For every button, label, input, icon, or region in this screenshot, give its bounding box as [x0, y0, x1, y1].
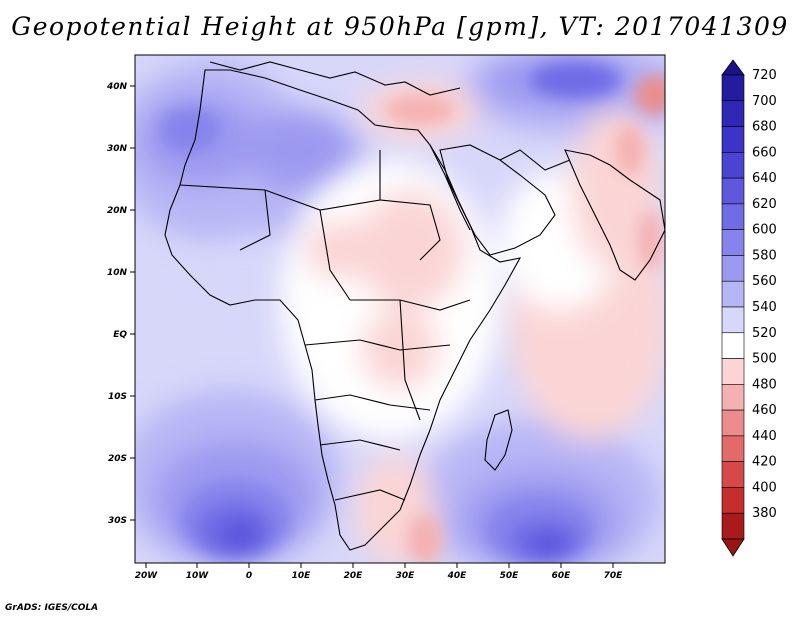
height-field: [135, 55, 665, 563]
colorbar-box: [721, 461, 745, 488]
colorbar-label: 380: [752, 506, 777, 521]
colorbar-box: [721, 74, 745, 102]
chart-title: Geopotential Height at 950hPa [gpm], VT:…: [11, 12, 789, 41]
colorbar-label: 620: [752, 197, 777, 212]
colorbar-labels: 720 700 680 660 640 620 600 580 560 540 520 500 480 4…: [752, 68, 777, 521]
lon-tick-label: 20E: [344, 571, 364, 581]
colorbar-box: [721, 435, 745, 462]
lon-tick-label: 10W: [186, 571, 210, 581]
colorbar-label: 400: [752, 480, 777, 495]
lon-tick-label: 40E: [447, 571, 468, 581]
colorbar-box: [721, 512, 745, 540]
lat-tick-label: 10S: [108, 392, 127, 402]
colorbar-label: 480: [752, 377, 777, 392]
lon-tick-label: 70E: [604, 571, 624, 581]
colorbar-label: 540: [752, 300, 777, 315]
colorbar-label: 560: [752, 274, 777, 289]
lat-tick-label: 10N: [107, 268, 128, 278]
colorbar-box: [721, 126, 745, 153]
colorbar: 720 700 680 660 640 620 600 580 560 540 520 500 480 4…: [721, 59, 777, 557]
colorbar-box: [721, 487, 745, 514]
colorbar-label: 700: [752, 94, 777, 109]
colorbar-box: [721, 152, 745, 179]
colorbar-label: 660: [752, 145, 777, 160]
lat-tick-label: 20S: [108, 454, 127, 464]
colorbar-label: 640: [752, 171, 777, 186]
colorbar-box: [721, 306, 745, 334]
lon-tick-label: 0: [246, 571, 252, 581]
footer-credit: GrADS: IGES/COLA: [5, 603, 99, 613]
colorbar-box: [721, 332, 745, 359]
lat-tick-label: 30S: [108, 516, 127, 526]
colorbar-label: 420: [752, 455, 777, 470]
lon-tick-label: 10E: [292, 571, 312, 581]
colorbar-label: 460: [752, 403, 777, 418]
colorbar-box: [721, 203, 745, 230]
colorbar-label: 580: [752, 248, 777, 263]
lat-tick-label: 20N: [107, 206, 128, 216]
colorbar-box: [721, 177, 745, 205]
colorbar-box: [721, 384, 745, 411]
colorbar-bottom-arrow: [721, 538, 745, 557]
lon-tick-label: 30E: [396, 571, 416, 581]
coastlines: [164, 61, 665, 551]
colorbar-top-arrow: [721, 59, 745, 76]
colorbar-box: [721, 255, 745, 282]
lon-tick-label: 60E: [552, 571, 572, 581]
colorbar-label: 720: [752, 68, 777, 83]
colorbar-box: [721, 229, 745, 256]
lat-tick-label: 40N: [106, 82, 128, 92]
colorbar-label: 600: [752, 223, 777, 238]
colorbar-label: 680: [752, 120, 777, 135]
colorbar-label: 440: [752, 429, 777, 444]
lon-tick-label: 20W: [135, 571, 159, 581]
lat-tick-label: 30N: [107, 144, 128, 154]
colorbar-label: 520: [752, 326, 777, 341]
colorbar-box: [721, 409, 745, 437]
lon-axis: 20W 10W 0 10E 20E 30E 40E 50E 60E 70E: [135, 563, 623, 581]
colorbar-box: [721, 100, 745, 127]
map-frame: [134, 54, 666, 564]
lat-axis: 40N 30N 20N 10N EQ 10S 20S 30S: [106, 82, 135, 526]
colorbar-box: [721, 280, 745, 308]
colorbar-box: [721, 358, 745, 385]
lon-tick-label: 50E: [500, 571, 520, 581]
colorbar-label: 500: [752, 352, 777, 367]
lat-tick-label: EQ: [113, 330, 127, 340]
colorbar-boxes: [721, 74, 745, 540]
